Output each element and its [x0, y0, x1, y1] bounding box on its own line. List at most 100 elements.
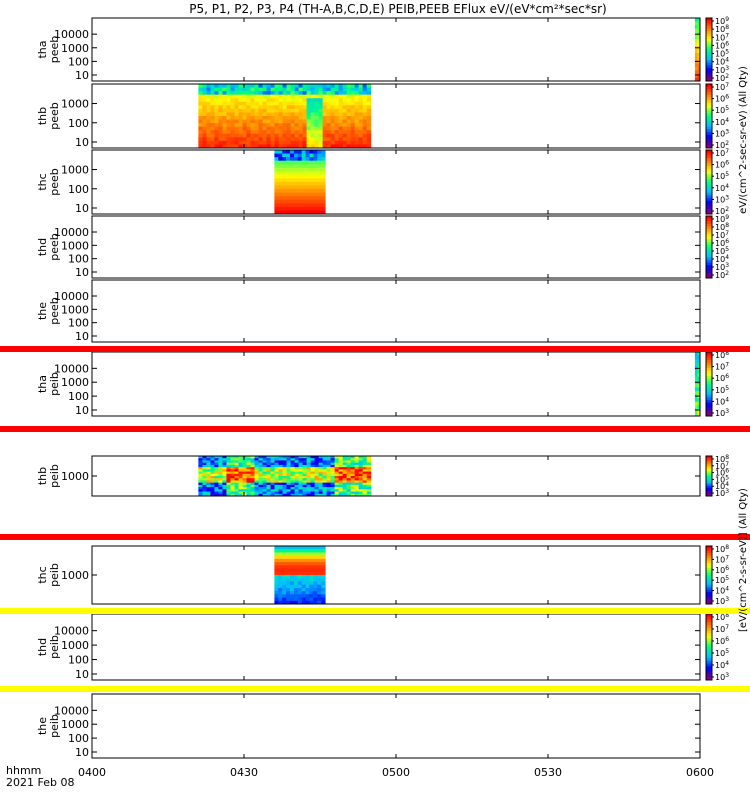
colorbar-tick-label: 103 — [715, 408, 729, 418]
panel-label-probe: tha — [36, 40, 49, 58]
y-tick-label: 100 — [68, 390, 89, 403]
spectrogram-block-thc-peeb — [274, 150, 326, 215]
colorbar-label-ee: eV/(cm^2-sec-sr-eV) (All Qty) — [738, 66, 749, 214]
y-tick-label: 10000 — [54, 362, 89, 375]
y-tick-label: 1000 — [61, 470, 89, 483]
y-tick-label: 100 — [68, 183, 89, 196]
panel-label-probe: thd — [36, 238, 49, 256]
colorbar-tick-label: 107 — [715, 362, 729, 372]
y-tick-label: 1000 — [61, 98, 89, 111]
colorbar-tick-label: 107 — [715, 624, 729, 634]
panel-label-product: peib — [48, 635, 61, 659]
colorbar-tick-label: 105 — [715, 105, 729, 115]
panel-frame-thd-peib — [91, 613, 701, 681]
colorbar-tick-label: 105 — [715, 385, 729, 395]
panel-label-product: peeb — [48, 168, 61, 196]
spectrogram-block-thb-peeb — [198, 84, 372, 149]
y-tick-label: 10 — [75, 330, 89, 343]
y-tick-label: 100 — [68, 55, 89, 68]
y-tick-label: 1000 — [61, 303, 89, 316]
colorbar-tick-label: 107 — [715, 461, 729, 471]
colorbar-tick-label: 102 — [715, 140, 729, 150]
colorbar-tick-label: 107 — [715, 230, 729, 240]
colorbar-tick-label: 106 — [715, 468, 729, 478]
panel-label-probe: thd — [36, 638, 49, 656]
colorbar-tick-label: 107 — [715, 148, 729, 158]
x-tick-label: 0530 — [534, 766, 562, 779]
colorbar-tick-label: 102 — [715, 206, 729, 216]
y-tick-label: 10000 — [54, 625, 89, 638]
y-tick-label: 100 — [68, 654, 89, 667]
x-axis-label-hhmm: hhmm — [6, 764, 41, 777]
panel-label-product: peeb — [48, 36, 61, 64]
panel-frame-tha-peeb — [91, 17, 701, 82]
colorbar-tick-label: 102 — [715, 73, 729, 83]
panel-label-product: peib — [48, 464, 61, 488]
panel-label-probe: thb — [36, 107, 49, 125]
colorbar-tick-label: 105 — [715, 246, 729, 256]
y-tick-label: 10 — [75, 668, 89, 681]
colorbar-tick-label: 107 — [715, 82, 729, 92]
flag-bar-yellow — [0, 608, 750, 614]
y-tick-label: 10 — [75, 69, 89, 82]
panel-label-product: peeb — [48, 297, 61, 325]
colorbar-tick-label: 103 — [715, 262, 729, 272]
y-tick-label: 10 — [75, 136, 89, 149]
colorbar-tick-label: 106 — [715, 238, 729, 248]
colorbar-tick-label: 104 — [715, 660, 729, 670]
panel-label-probe: thc — [36, 566, 49, 583]
colorbar-tick-label: 103 — [715, 672, 729, 682]
y-tick-label: 1000 — [61, 718, 89, 731]
colorbar-tick-label: 105 — [715, 648, 729, 658]
y-tick-label: 1000 — [61, 164, 89, 177]
colorbar-tick-label: 106 — [715, 565, 729, 575]
panel-frame-thd-peeb — [91, 215, 701, 279]
colorbar-tick-label: 107 — [715, 32, 729, 42]
y-tick-label: 1000 — [61, 42, 89, 55]
y-tick-label: 100 — [68, 253, 89, 266]
panel-label-probe: thc — [36, 173, 49, 190]
y-tick-label: 10 — [75, 746, 89, 759]
y-tick-label: 10 — [75, 202, 89, 215]
flag-bar-red — [0, 426, 750, 432]
y-tick-label: 100 — [68, 317, 89, 330]
colorbar-tick-label: 105 — [715, 171, 729, 181]
colorbar-thd-peib: 103 104 105 106 107 108 — [705, 612, 729, 682]
colorbar-tick-label: 106 — [715, 94, 729, 104]
y-tick-label: 10000 — [54, 290, 89, 303]
flag-bars-layer — [0, 346, 750, 692]
spectrogram-block-thb-peib — [198, 456, 372, 497]
colorbar-tick-label: 104 — [715, 396, 729, 406]
colorbar-tick-label: 105 — [715, 49, 729, 59]
colorbar-tick-label: 104 — [715, 586, 729, 596]
panel-frame-thc-peib — [91, 545, 701, 605]
colorbar-tick-label: 104 — [715, 481, 729, 491]
y-tick-label: 1000 — [61, 639, 89, 652]
colorbar-tick-label: 103 — [715, 488, 729, 498]
colorbar-tick-label: 104 — [715, 57, 729, 67]
colorbar-labels: eV/(cm^2-sec-sr-eV) (All Qty) [eV/(cm^2-… — [738, 66, 749, 632]
x-tick-label: 0500 — [382, 766, 410, 779]
colorbar-tick-label: 103 — [715, 194, 729, 204]
colorbar-tick-label: 108 — [715, 350, 729, 360]
panel-frame-the-peib — [91, 693, 701, 759]
colorbar-tick-label: 109 — [715, 214, 729, 224]
colorbar-tick-label: 104 — [715, 254, 729, 264]
figure-title: P5, P1, P2, P3, P4 (TH-A,B,C,D,E) PEIB,P… — [189, 2, 606, 16]
colorbar-tick-label: 108 — [715, 222, 729, 232]
y-tick-label: 10000 — [54, 704, 89, 717]
panel-frame-thb-peeb — [91, 83, 701, 149]
spectrogram-block-thc-peib — [274, 546, 326, 605]
panel-label-product: peib — [48, 563, 61, 587]
x-axis: hhmm 2021 Feb 08 0400 0430 0500 0530 0600 — [6, 764, 714, 789]
flag-bar-red — [0, 346, 750, 352]
